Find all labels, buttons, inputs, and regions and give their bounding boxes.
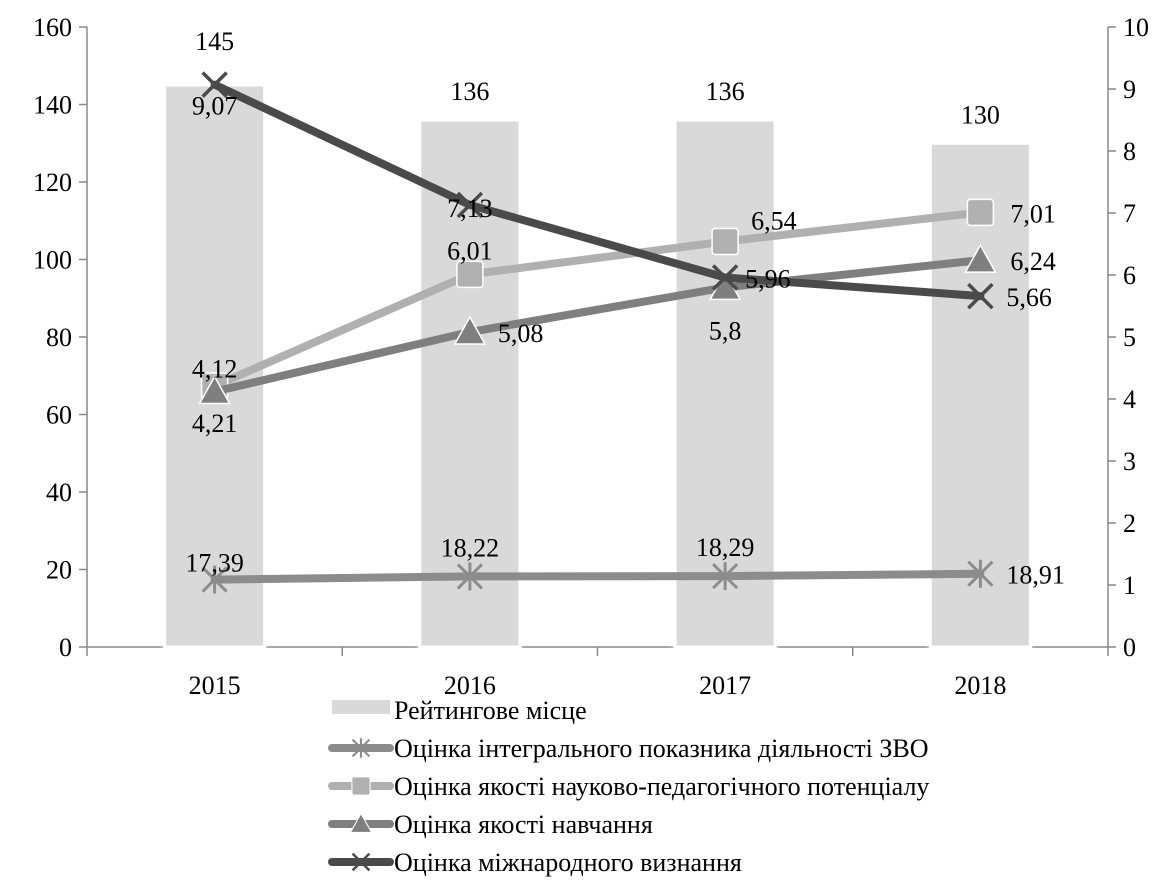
legend-label: Оцінка якості навчання <box>394 810 653 839</box>
series-line <box>210 208 985 390</box>
data-point <box>711 227 739 256</box>
marker-shape <box>966 198 995 227</box>
marker-shape <box>711 227 739 256</box>
line-data-label: 5,66 <box>1006 283 1052 312</box>
line-data-label: 6,24 <box>1010 247 1056 276</box>
data-point <box>198 375 231 405</box>
data-point <box>456 260 484 289</box>
line-data-label: 4,12 <box>192 355 238 384</box>
y-left-tick-label: 40 <box>46 478 72 507</box>
data-point <box>201 565 228 594</box>
line-data-label: 9,07 <box>192 92 238 121</box>
legend: Рейтингове місце Оцінка інтегрального пок… <box>328 696 929 877</box>
marker-shape <box>201 71 228 98</box>
bar-data-label: 136 <box>706 77 745 106</box>
y-right-tick-label: 2 <box>1123 509 1136 538</box>
bar <box>673 118 777 649</box>
x-tick-label: 2016 <box>444 671 496 700</box>
data-point <box>201 71 228 98</box>
y-left-tick-label: 120 <box>33 168 72 197</box>
legend-label: Оцінка інтегрального показника діяльност… <box>394 734 929 763</box>
y-right-tick-label: 1 <box>1123 571 1136 600</box>
marker-shape <box>349 812 373 833</box>
data-point <box>967 559 994 588</box>
data-point <box>456 191 484 219</box>
legend-entry: Оцінка якості науково-педагогічного поте… <box>328 772 929 801</box>
x-tick-label: 2017 <box>699 671 751 700</box>
y-left-tick-label: 160 <box>33 13 72 42</box>
legend-label: Оцінка якості науково-педагогічного поте… <box>394 772 929 801</box>
line-data-label: 4,21 <box>192 409 238 438</box>
line-data-label: 17,39 <box>185 549 244 578</box>
bar-data-label: 136 <box>450 77 489 106</box>
line-data-label: 7,13 <box>447 194 493 223</box>
x-tick-label: 2018 <box>954 671 1006 700</box>
line-series <box>198 71 997 594</box>
y-left-tick-label: 0 <box>59 633 72 662</box>
legend-label: Рейтингове місце <box>394 696 587 725</box>
bar-data-label: 145 <box>195 27 234 56</box>
line-data-label: 6,54 <box>751 207 797 236</box>
axes: 0 20 40 60 80 100 120 140 160 0 1 2 3 4 5 6 7 8 9 10 2015 201… <box>33 13 1149 700</box>
line-data-label: 5,08 <box>498 319 544 348</box>
y-right-tick-label: 3 <box>1123 447 1136 476</box>
marker-shape <box>964 243 997 273</box>
line-data-label: 18,91 <box>1006 561 1065 590</box>
legend-label: Оцінка міжнародного визнання <box>394 848 742 877</box>
legend-marker <box>351 776 371 796</box>
y-left-tick-label: 20 <box>46 556 72 585</box>
marker-shape <box>453 315 487 345</box>
legend-swatch-bar <box>332 700 390 714</box>
y-right-tick-label: 10 <box>1123 13 1149 42</box>
data-point <box>964 243 997 273</box>
data-point <box>711 264 739 291</box>
legend-entry: Оцінка міжнародного визнання <box>328 848 742 877</box>
bar-data-label: 130 <box>961 100 1000 129</box>
y-left-tick-label: 100 <box>33 246 72 275</box>
y-right-tick-label: 8 <box>1123 137 1136 166</box>
y-right-tick-label: 5 <box>1123 323 1136 352</box>
data-labels: 145 136 136 130 17,39 18,22 18,29 18,91 4,21 6,01… <box>185 27 1065 590</box>
bar-series <box>163 83 1032 649</box>
legend-marker <box>351 852 371 872</box>
data-point <box>967 282 994 310</box>
line-data-label: 6,01 <box>447 236 493 265</box>
series-line <box>210 80 985 301</box>
legend-marker <box>349 812 373 833</box>
data-point <box>966 198 995 227</box>
y-right-tick-label: 6 <box>1123 261 1136 290</box>
marker-shape <box>456 191 484 219</box>
marker-shape <box>351 776 371 796</box>
legend-entry: Оцінка якості навчання <box>328 810 653 839</box>
y-right-tick-label: 7 <box>1123 199 1136 228</box>
y-right-tick-label: 9 <box>1123 75 1136 104</box>
data-point <box>712 562 739 591</box>
line-data-label: 18,29 <box>696 533 755 562</box>
series-line <box>210 256 985 396</box>
y-right-tick-label: 0 <box>1123 633 1136 662</box>
line-data-label: 5,8 <box>709 316 742 345</box>
line-data-label: 5,96 <box>745 264 791 293</box>
y-left-tick-label: 60 <box>46 401 72 430</box>
legend-marker <box>351 738 371 758</box>
y-left-tick-label: 140 <box>33 91 72 120</box>
line-data-label: 7,01 <box>1010 199 1056 228</box>
marker-shape <box>711 264 739 291</box>
marker-shape <box>456 260 484 289</box>
y-left-tick-label: 80 <box>46 323 72 352</box>
y-right-tick-label: 4 <box>1123 385 1136 414</box>
series-line <box>210 569 985 584</box>
data-point <box>456 562 483 591</box>
marker-shape <box>967 282 994 310</box>
marker-shape <box>198 375 231 405</box>
data-point <box>453 315 487 345</box>
marker-shape <box>351 852 371 872</box>
x-tick-label: 2015 <box>189 671 241 700</box>
line-data-label: 18,22 <box>441 533 500 562</box>
legend-entry: Оцінка інтегрального показника діяльност… <box>328 734 929 763</box>
